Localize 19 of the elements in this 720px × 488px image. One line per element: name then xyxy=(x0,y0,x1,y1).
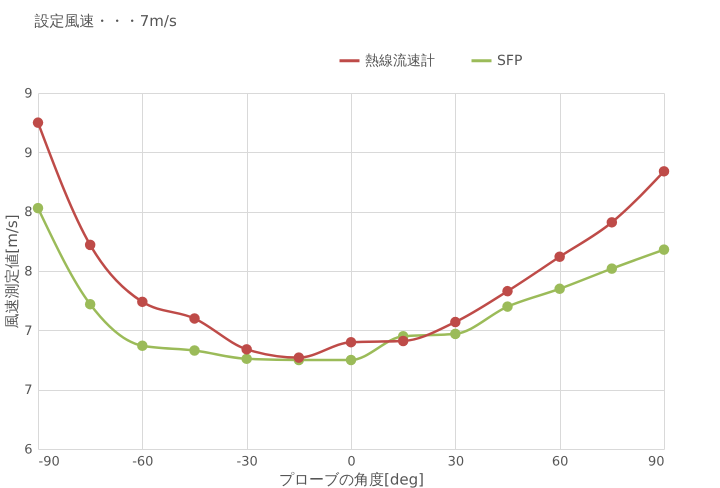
y-tick-label: 7 xyxy=(24,324,32,339)
x-tick-label: 30 xyxy=(448,454,464,470)
x-tick-label: -90 xyxy=(38,454,60,470)
legend-label: SFP xyxy=(497,52,522,69)
y-tick-label: 8 xyxy=(24,205,32,220)
x-tick-label: -30 xyxy=(236,454,258,470)
y-tick-label: 6 xyxy=(24,442,32,458)
x-tick-label: 90 xyxy=(648,454,664,470)
y-tick-label: 9 xyxy=(24,86,32,102)
chart-title: 設定風速・・・7m/s xyxy=(34,12,177,30)
y-tick-label: 7 xyxy=(24,383,32,398)
y-tick-label: 9 xyxy=(24,146,32,161)
y-tick-label: 8 xyxy=(24,264,32,280)
x-tick-label: 60 xyxy=(552,454,568,470)
x-tick-label: -60 xyxy=(132,454,154,470)
x-tick-label: 0 xyxy=(347,454,356,470)
x-axis-title: プローブの角度[deg] xyxy=(279,470,424,488)
y-axis-title: 風速測定値[m/s] xyxy=(3,214,22,329)
legend-label: 熱線流速計 xyxy=(365,52,435,69)
